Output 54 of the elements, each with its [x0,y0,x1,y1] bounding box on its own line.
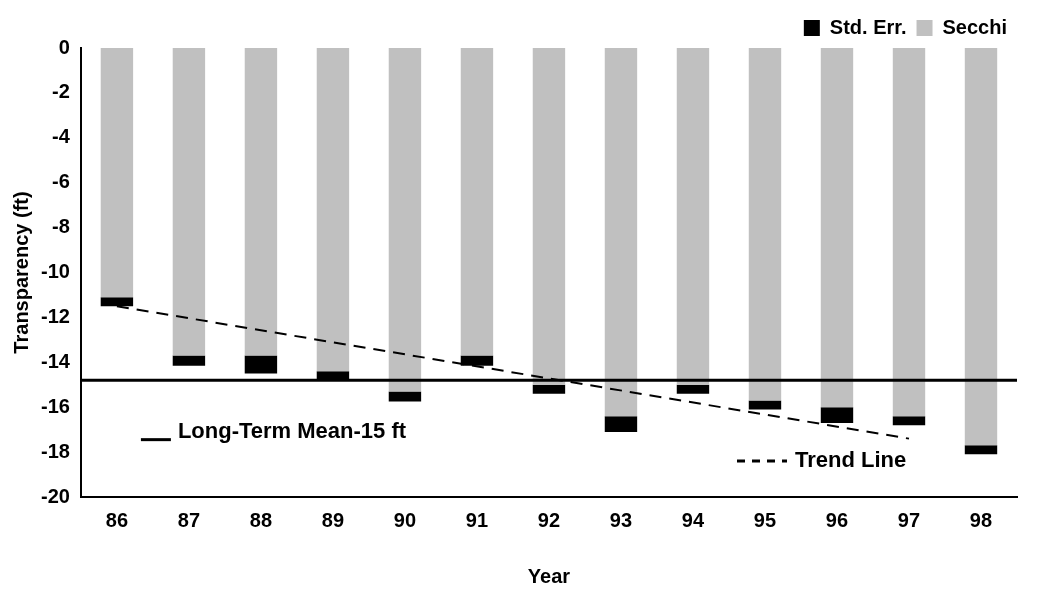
y-tick-label: -10 [41,260,70,283]
legend-label: Trend Line [795,447,907,473]
bar [820,407,854,423]
bar [604,416,638,432]
x-tick-label: 90 [393,508,417,531]
legend-label: Long-Term Mean-15 ft [177,417,407,443]
x-tick-label: 89 [321,508,345,531]
y-tick-label: -8 [52,215,70,238]
bar [676,48,710,385]
bar [244,48,278,356]
x-axis-title: Year [527,564,571,587]
bar [676,384,710,394]
bar [748,400,782,410]
bar [604,48,638,417]
x-tick-label: 96 [825,508,849,531]
x-tick-label: 86 [105,508,129,531]
bar [244,355,278,374]
bar [532,48,566,385]
x-tick-label: 93 [609,508,633,531]
x-tick-label: 98 [969,508,993,531]
y-tick-label: -6 [52,170,70,193]
bar [820,48,854,408]
x-tick-label: 87 [177,508,201,531]
y-axis-title: Transparency (ft) [9,191,32,354]
bar [892,416,926,426]
bar [964,48,998,446]
y-tick-label: 0 [58,35,70,58]
x-tick-label: 88 [249,508,273,531]
x-tick-label: 92 [537,508,561,531]
bar [748,48,782,401]
y-tick-label: -16 [41,394,70,417]
legend-label: Secchi [942,15,1007,38]
bar [172,48,206,356]
bar [388,48,422,392]
bar [388,391,422,402]
x-tick-label: 95 [753,508,777,531]
y-tick-label: -18 [41,439,70,462]
bar [460,48,494,356]
x-tick-label: 97 [897,508,921,531]
bar [892,48,926,417]
legend-label: Std. Err. [829,15,907,38]
y-tick-label: -14 [41,349,71,372]
y-tick-label: -20 [41,484,70,507]
bar [964,445,998,455]
bar [532,384,566,394]
y-tick-label: -2 [52,80,70,103]
x-tick-label: 91 [465,508,489,531]
bar [172,355,206,366]
y-tick-label: -12 [41,304,70,327]
y-tick-label: -4 [52,125,71,148]
bar [460,355,494,366]
bar [316,48,350,372]
x-tick-label: 94 [681,508,705,531]
bar [100,48,134,298]
